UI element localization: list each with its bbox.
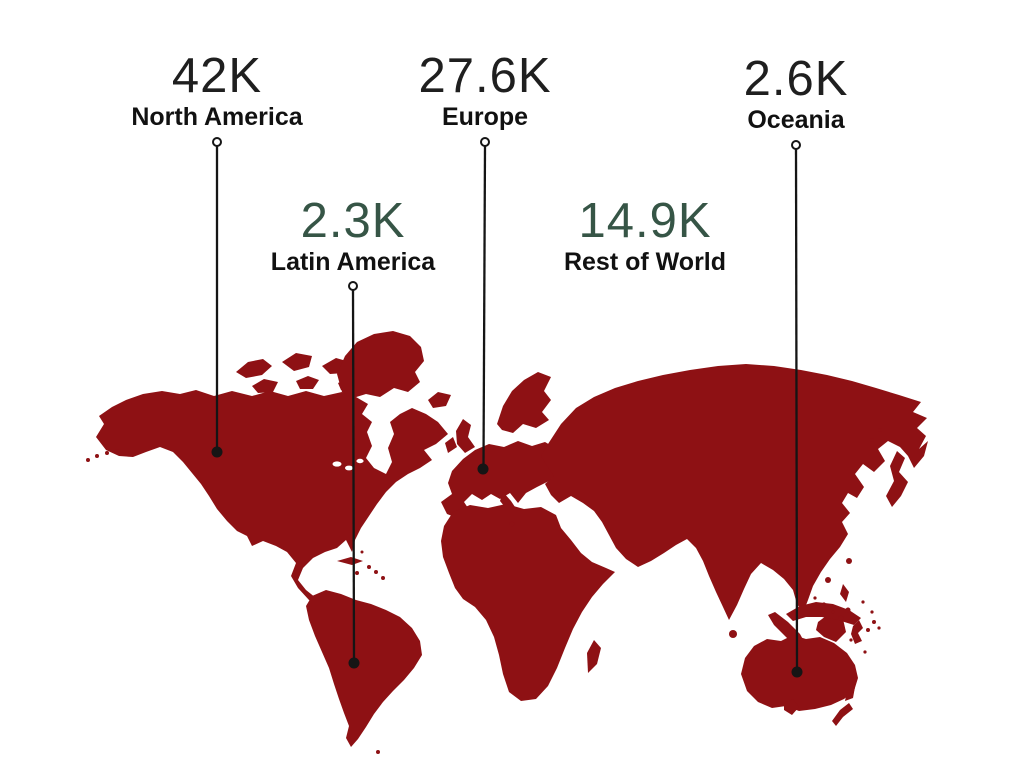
marker-dot-latin-america	[348, 657, 360, 669]
marker-dot-oceania	[791, 666, 803, 678]
marker-ring-europe	[480, 137, 490, 147]
value-europe: 27.6K	[418, 49, 552, 103]
iceland-landmass	[428, 392, 451, 408]
marker-dot-europe	[477, 463, 489, 475]
callout-europe: 27.6K Europe	[418, 52, 551, 132]
africa-landmass	[441, 504, 615, 701]
sulawesi-landmass	[851, 620, 863, 644]
value-oceania: 2.6K	[743, 52, 849, 106]
great-lakes	[332, 458, 364, 471]
label-north-america: North America	[131, 103, 303, 131]
asia-landmass	[541, 364, 928, 620]
europe-landmass	[441, 441, 559, 519]
connector-line-oceania	[794, 149, 799, 668]
tasmania-landmass	[784, 699, 799, 715]
north-america-landmass	[96, 390, 448, 624]
scandinavia-landmass	[497, 372, 551, 433]
connector-line-europe	[482, 146, 487, 465]
callout-connectors	[211, 137, 803, 678]
madagascar-landmass	[587, 640, 601, 673]
connector-north-america	[211, 137, 223, 458]
south-america-landmass	[306, 590, 422, 747]
label-oceania: Oceania	[747, 106, 845, 134]
connector-line-latin-america	[351, 290, 356, 659]
philippines-landmass	[840, 584, 849, 602]
value-rest-of-world: 14.9K	[578, 194, 712, 248]
borneo-landmass	[816, 613, 846, 642]
value-north-america: 42K	[171, 49, 263, 103]
island-dots	[86, 428, 882, 754]
japan-landmass	[886, 451, 908, 507]
arctic-islands	[236, 353, 359, 393]
connector-europe	[477, 137, 490, 475]
connector-latin-america	[348, 281, 360, 669]
world-map-landmasses	[86, 331, 928, 754]
callout-north-america: 42K North America	[131, 52, 302, 132]
marker-dot-north-america	[211, 446, 223, 458]
callout-latin-america: 2.3K Latin America	[271, 197, 435, 277]
label-rest-of-world: Rest of World	[563, 248, 727, 276]
new-zealand-landmass	[832, 687, 855, 726]
connector-oceania	[791, 140, 803, 678]
callout-oceania: 2.6K Oceania	[744, 55, 849, 135]
label-latin-america: Latin America	[270, 248, 436, 276]
marker-ring-north-america	[212, 137, 222, 147]
marker-ring-latin-america	[348, 281, 358, 291]
british-isles	[445, 419, 475, 453]
marker-ring-oceania	[791, 140, 801, 150]
label-europe: Europe	[441, 103, 529, 131]
callout-rest-of-world: 14.9K Rest of World	[564, 197, 726, 277]
greenland-landmass	[337, 331, 424, 398]
value-latin-america: 2.3K	[300, 194, 406, 248]
